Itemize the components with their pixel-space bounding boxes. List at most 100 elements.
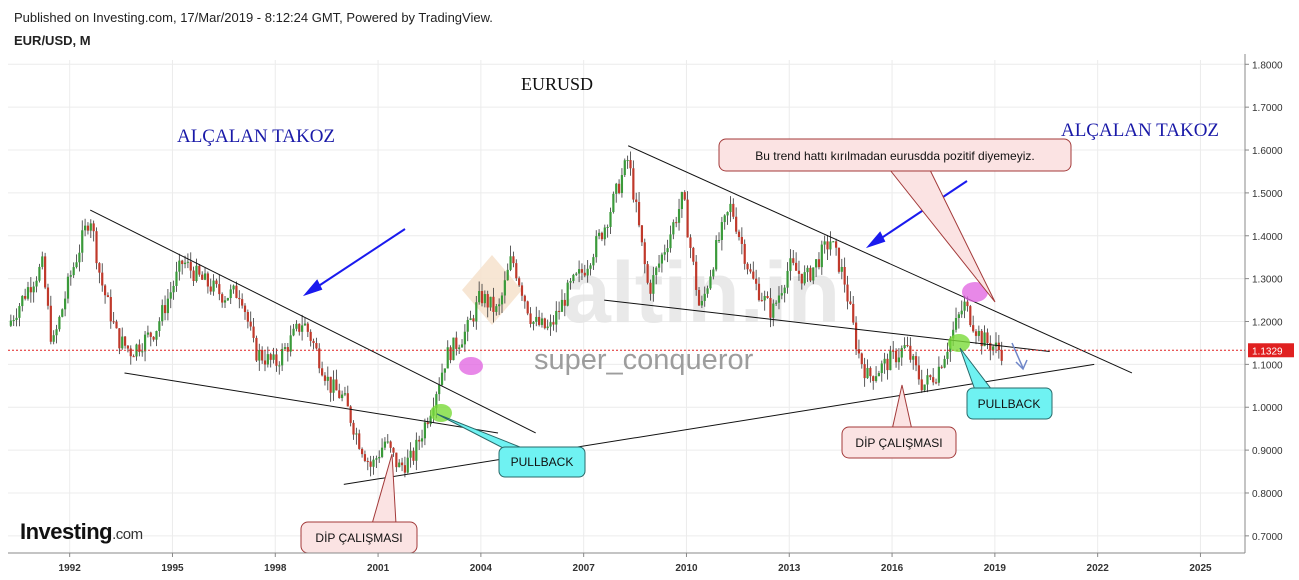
candle-body <box>909 345 912 360</box>
candle-body <box>263 360 267 365</box>
trend-lines <box>90 145 1133 485</box>
candle-body <box>278 365 281 367</box>
candle-body <box>21 295 24 307</box>
candle-body <box>355 433 358 435</box>
candle-body <box>677 209 681 223</box>
candle-body <box>757 283 761 301</box>
callout-trend-note[interactable]: Bu trend hattı kırılmadan eurusdda pozit… <box>718 138 1072 303</box>
candle-body <box>103 285 107 296</box>
candle-body <box>358 433 361 449</box>
candle-body <box>595 236 598 258</box>
candle-body <box>980 330 983 347</box>
candle-body <box>44 256 47 288</box>
candle-body <box>997 342 1000 351</box>
candle-body <box>580 269 584 273</box>
candle-body <box>540 318 544 325</box>
candle-body <box>246 311 249 322</box>
candle-body <box>192 270 195 281</box>
x-tick-label: 2007 <box>573 563 596 574</box>
candle-body <box>749 269 752 272</box>
candle-body <box>797 270 801 274</box>
candle-body <box>183 262 187 265</box>
candle-body <box>232 285 235 290</box>
candle-body <box>15 317 18 321</box>
candle-body <box>178 260 181 272</box>
callout-bottom-right[interactable]: DİP ÇALIŞMASI <box>841 384 957 459</box>
candle-body <box>957 314 960 319</box>
candle-body <box>503 280 506 296</box>
candle-body <box>346 393 349 407</box>
candle-body <box>420 438 424 442</box>
y-tick-label: 1.3000 <box>1252 275 1283 286</box>
candle-body <box>24 295 27 299</box>
callout-bottom-left-text: DİP ÇALIŞMASI <box>315 531 402 545</box>
candle-body <box>914 356 918 366</box>
callout-pullback-left[interactable]: PULLBACK <box>436 413 586 478</box>
candle-body <box>138 344 141 352</box>
candle-body <box>612 193 615 212</box>
candle-body <box>363 454 367 461</box>
candle-body <box>809 267 812 281</box>
candle-body <box>426 422 429 425</box>
callout-bottom-left[interactable]: DİP ÇALIŞMASI <box>300 453 418 554</box>
candle-body <box>623 160 626 176</box>
candle-body <box>854 322 858 350</box>
candle-body <box>689 237 692 248</box>
candle-body <box>329 376 332 393</box>
candle-body <box>883 358 886 364</box>
candle-body <box>360 448 364 455</box>
symbol-interval-label: EUR/USD, M <box>14 33 91 48</box>
candle-body <box>412 450 415 461</box>
candle-body <box>992 346 995 351</box>
candle-body <box>837 247 841 272</box>
candle-body <box>526 301 529 314</box>
candle-body <box>321 368 324 376</box>
candle-body <box>532 321 535 324</box>
projection-arrow <box>1011 342 1028 371</box>
candle-body <box>460 344 464 348</box>
candle-body <box>389 441 392 448</box>
candle-body <box>712 269 715 277</box>
candle-body <box>352 422 355 435</box>
y-tick-label: 1.2000 <box>1252 318 1283 329</box>
investing-logo: Investing.com <box>20 519 143 545</box>
candle-body <box>795 262 798 271</box>
candle-body <box>934 382 938 384</box>
candle-body <box>566 282 569 306</box>
candle-body <box>201 274 204 280</box>
candle-body <box>840 266 843 272</box>
candle-body <box>1000 350 1003 361</box>
candle-body <box>366 460 369 462</box>
candle-body <box>577 269 581 274</box>
candle-body <box>512 256 515 264</box>
candle-body <box>466 319 469 332</box>
candle-body <box>632 168 635 200</box>
candle-body <box>680 192 683 210</box>
x-tick-label: 2010 <box>675 563 698 574</box>
candle-body <box>492 296 495 312</box>
candle-body <box>874 376 878 381</box>
candle-body <box>378 456 381 459</box>
y-tick-label: 1.5000 <box>1252 189 1283 200</box>
candle-body <box>660 254 664 264</box>
candle-body <box>695 261 698 290</box>
candle-body <box>281 348 284 366</box>
callout-pullback-right[interactable]: PULLBACK <box>959 347 1053 420</box>
investing-logo-text: Investing <box>20 519 113 544</box>
candle-body <box>375 458 378 460</box>
candle-body <box>538 316 541 325</box>
candle-body <box>643 242 646 265</box>
candle-body <box>423 422 427 439</box>
candle-body <box>149 332 152 337</box>
candle-body <box>406 457 409 473</box>
candle-body <box>792 258 795 263</box>
candle-body <box>849 301 852 304</box>
candle-body <box>926 375 929 385</box>
candle-body <box>372 459 375 467</box>
candle-body <box>203 273 207 280</box>
candle-body <box>463 331 466 345</box>
trendline-right-wedge-lower <box>604 299 1050 353</box>
pattern-label-left: ALÇALAN TAKOZ <box>177 126 335 147</box>
candle-body <box>29 287 32 293</box>
